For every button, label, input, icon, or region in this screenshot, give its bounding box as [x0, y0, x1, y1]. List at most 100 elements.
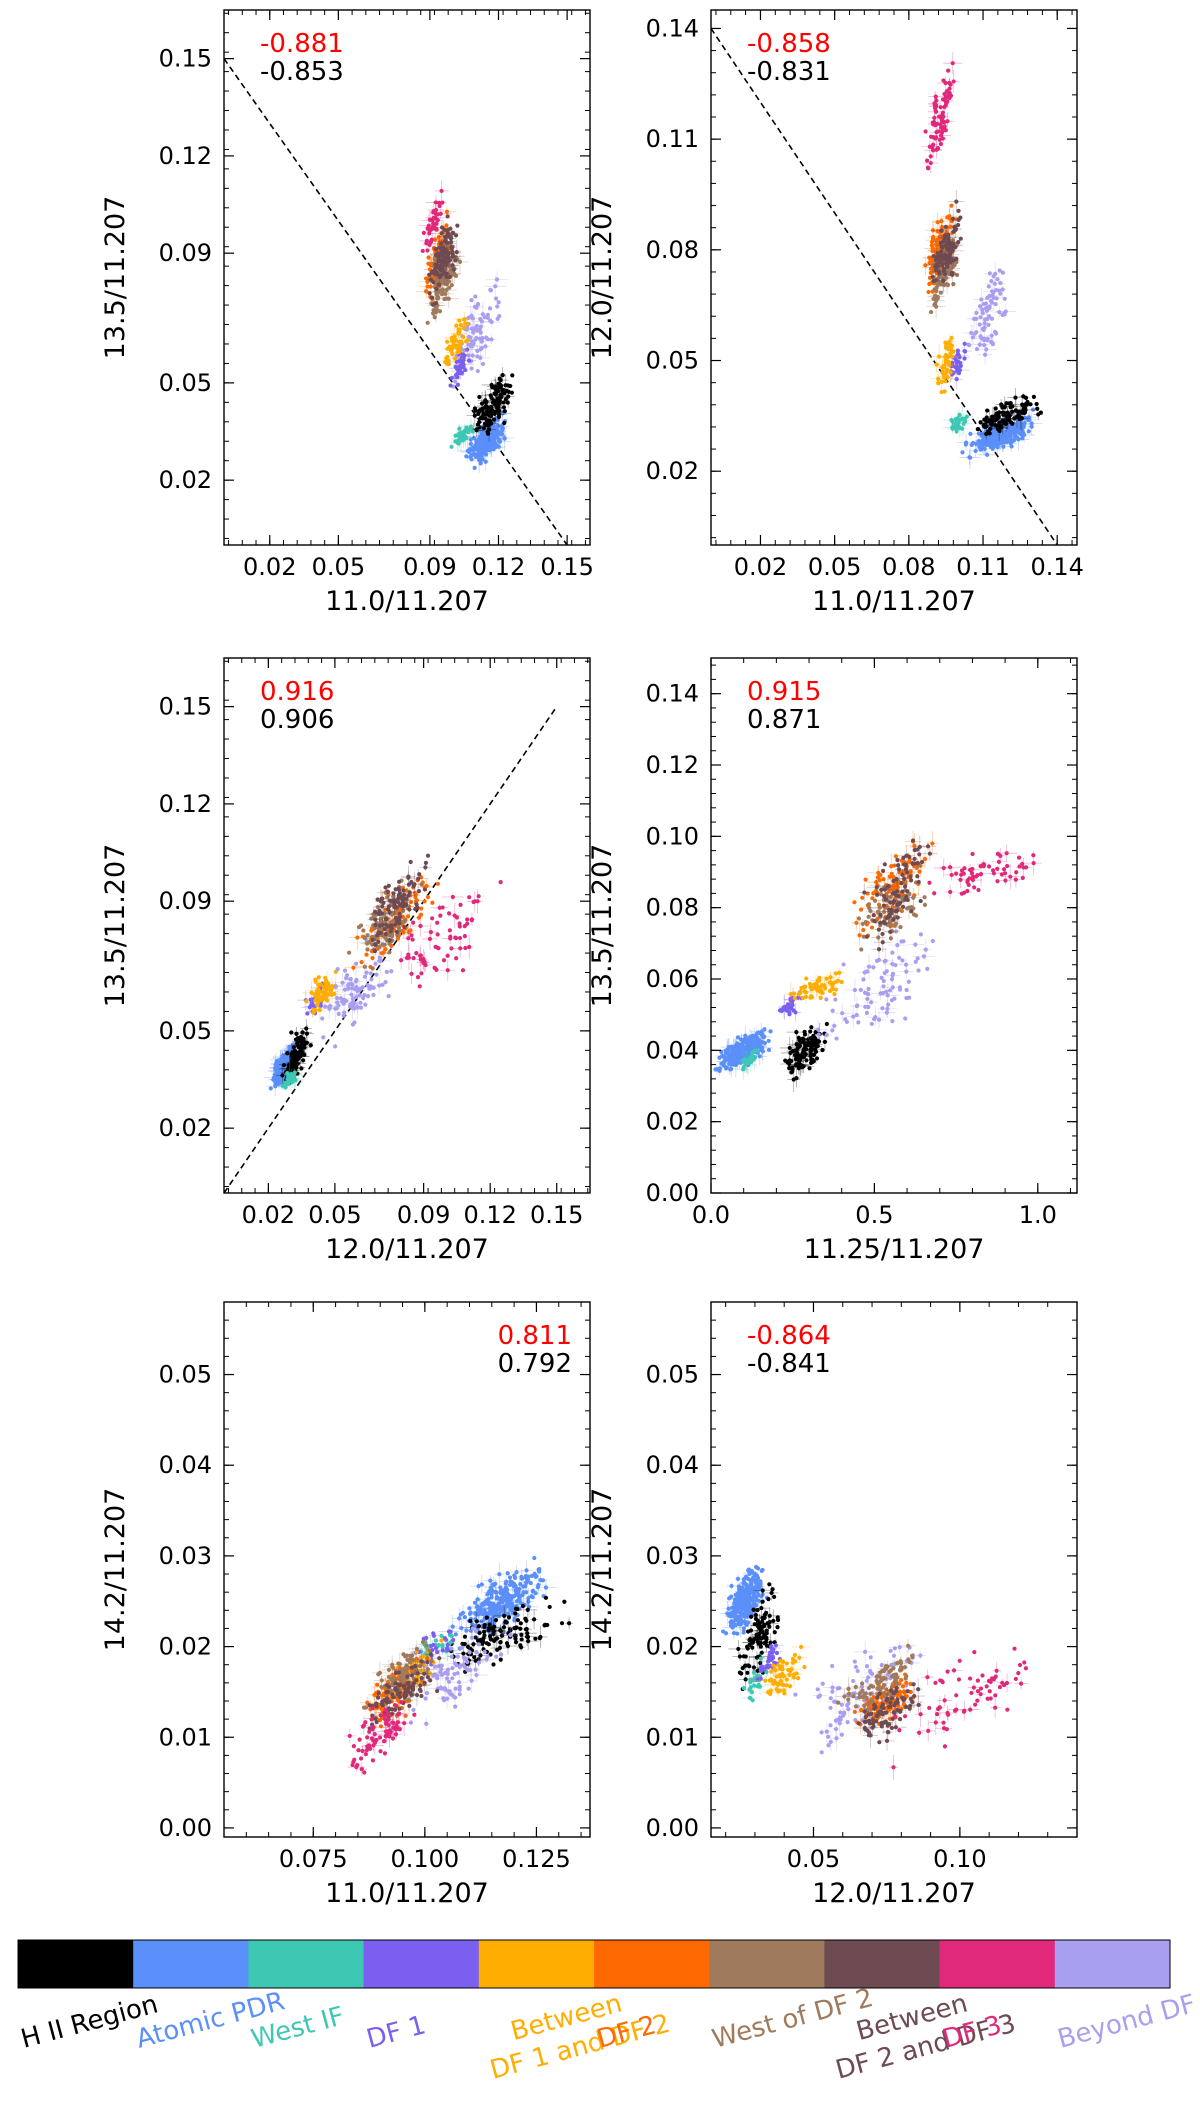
- data-point: [449, 282, 454, 288]
- data-point: [470, 353, 475, 358]
- data-point: [433, 246, 438, 252]
- data-point: [466, 358, 472, 363]
- data-point: [392, 904, 397, 910]
- data-point: [500, 373, 505, 378]
- data-point: [939, 218, 944, 224]
- data-point: [476, 437, 481, 443]
- data-point: [496, 444, 501, 449]
- data-point: [997, 288, 1002, 293]
- data-point: [939, 379, 944, 384]
- data-point: [463, 321, 468, 326]
- data-point: [488, 287, 493, 292]
- data-point: [401, 904, 406, 909]
- data-point: [457, 426, 462, 431]
- data-point: [437, 203, 442, 209]
- data-point: [406, 874, 411, 879]
- data-point: [993, 271, 998, 276]
- data-point: [371, 985, 376, 990]
- data-point: [484, 436, 489, 441]
- data-point: [949, 418, 954, 423]
- data-point: [984, 347, 989, 352]
- data-point: [392, 910, 397, 915]
- data-point: [504, 388, 509, 393]
- data-point: [477, 336, 482, 341]
- data-point: [342, 987, 348, 992]
- data-point: [480, 361, 486, 367]
- data-point: [495, 423, 500, 428]
- data-point: [958, 363, 963, 369]
- y-tick-label: 0.02: [159, 466, 212, 494]
- data-point: [458, 365, 463, 370]
- data-point: [441, 251, 446, 257]
- series-beyond-df-3: [319, 939, 394, 1049]
- data-point: [929, 259, 934, 264]
- data-point: [426, 255, 431, 260]
- data-point: [468, 424, 474, 429]
- data-point: [287, 1046, 292, 1051]
- data-point: [455, 382, 461, 387]
- data-point: [934, 288, 939, 294]
- reference-line: [711, 28, 1058, 545]
- data-point: [473, 294, 478, 299]
- data-point: [430, 302, 436, 307]
- data-point: [468, 344, 474, 349]
- data-point: [386, 994, 391, 999]
- data-point: [349, 992, 354, 997]
- data-point: [930, 274, 935, 279]
- data-point: [296, 1052, 301, 1058]
- data-point: [1028, 402, 1033, 407]
- data-point: [333, 984, 338, 989]
- data-point: [463, 434, 468, 439]
- series-between-df-2-and-df-3: [367, 853, 432, 956]
- data-point: [493, 441, 498, 446]
- data-point: [1018, 424, 1023, 429]
- data-point: [502, 409, 507, 414]
- series-west-if: [942, 406, 974, 438]
- data-point: [435, 218, 440, 223]
- data-point: [957, 368, 962, 373]
- data-point: [934, 135, 939, 140]
- data-point: [395, 900, 401, 905]
- data-point: [928, 309, 934, 315]
- data-point: [991, 444, 996, 449]
- data-point: [979, 336, 984, 341]
- data-point: [375, 932, 380, 938]
- data-point: [425, 895, 431, 900]
- data-point: [935, 251, 940, 256]
- data-point: [430, 269, 435, 274]
- data-point: [491, 417, 497, 422]
- data-point: [430, 900, 435, 905]
- data-point: [292, 1048, 298, 1053]
- scatter-panels: 0.02 0.05 0.09 0.12 0.15 0.02 0.05 0.09 0.12 0.15…: [100, 9, 1084, 1909]
- data-point: [335, 995, 340, 1001]
- data-point: [439, 278, 444, 283]
- data-point: [453, 258, 458, 263]
- data-point: [396, 925, 402, 930]
- data-point: [454, 250, 459, 255]
- data-point: [938, 260, 943, 265]
- data-point: [940, 369, 945, 374]
- data-point: [437, 245, 442, 250]
- data-point: [427, 291, 432, 296]
- data-point: [951, 281, 956, 287]
- data-point: [318, 982, 323, 987]
- data-point: [484, 404, 489, 409]
- data-point: [298, 1043, 304, 1048]
- data-point: [445, 228, 450, 234]
- data-point: [987, 293, 992, 298]
- data-point: [428, 277, 434, 282]
- data-point: [947, 243, 952, 248]
- data-point: [400, 900, 406, 905]
- data-point: [998, 423, 1003, 428]
- data-point: [309, 990, 314, 995]
- data-point: [977, 304, 983, 309]
- data-point: [487, 413, 492, 418]
- data-point: [1004, 430, 1009, 436]
- data-point: [362, 974, 368, 979]
- data-point: [293, 1078, 298, 1083]
- data-point: [473, 452, 478, 457]
- data-point: [1000, 287, 1005, 292]
- data-point: [978, 420, 983, 425]
- data-point: [933, 301, 938, 306]
